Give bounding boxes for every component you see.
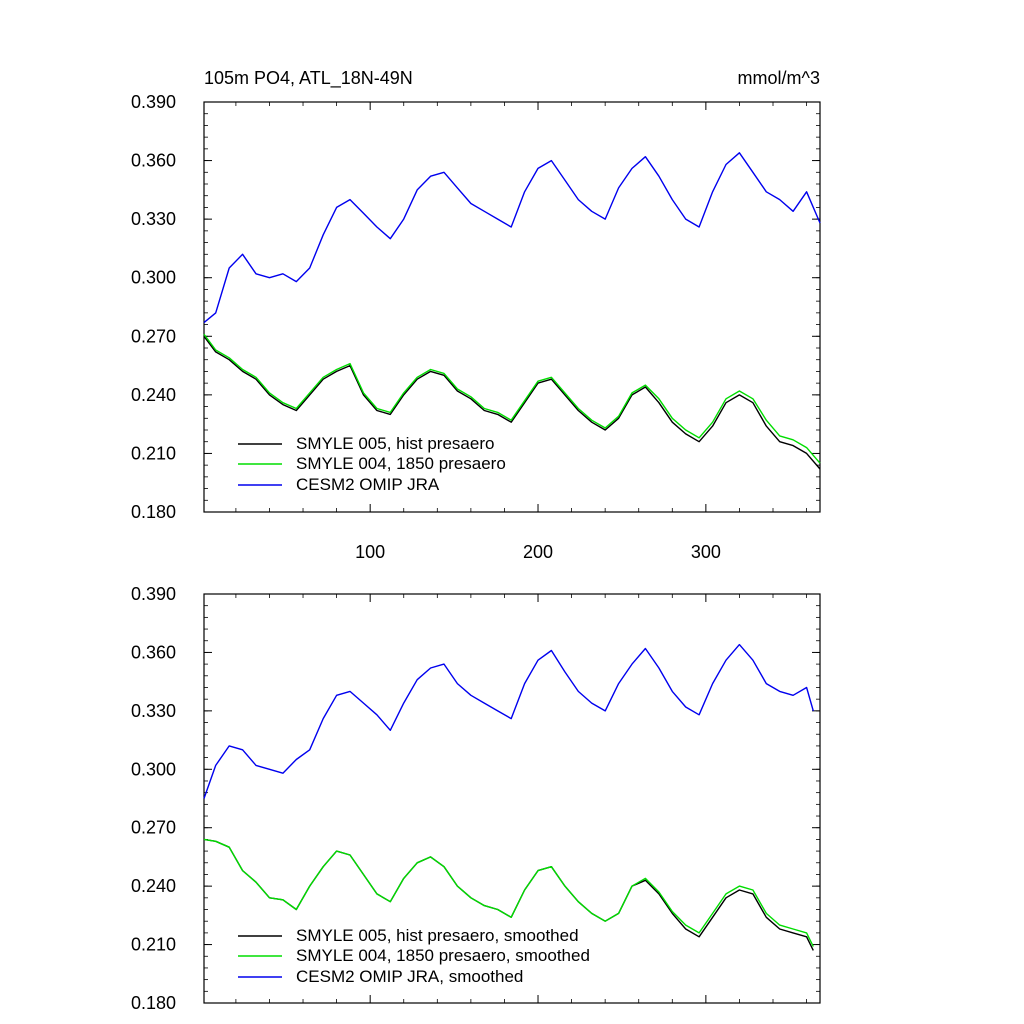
- panel1-xtick-label: 300: [691, 542, 721, 562]
- panel1-ytick-label: 0.270: [131, 326, 176, 346]
- panel1-frame: [203, 101, 821, 513]
- panel2-series-line: [203, 838, 814, 947]
- panel1-series-line: [203, 333, 821, 464]
- panel1-title: 105m PO4, ATL_18N-49N: [204, 68, 413, 89]
- panel1-ytick-label: 0.390: [131, 92, 176, 112]
- panel1-ytick-label: 0.330: [131, 209, 176, 229]
- panel2-ytick-label: 0.180: [131, 993, 176, 1013]
- panel2-ytick-label: 0.360: [131, 642, 176, 662]
- panel1-ytick-label: 0.180: [131, 502, 176, 522]
- panel1-legend-label: CESM2 OMIP JRA: [296, 475, 440, 494]
- panel1-legend-label: SMYLE 004, 1850 presaero: [296, 454, 506, 473]
- panel2-ytick-label: 0.390: [131, 584, 176, 604]
- panel1-series-line: [203, 152, 821, 324]
- panel2-ytick-label: 0.240: [131, 876, 176, 896]
- panel2-legend-label: CESM2 OMIP JRA, smoothed: [296, 967, 523, 986]
- panel2-series-line: [203, 643, 814, 799]
- panel1-series-line: [203, 335, 821, 470]
- panel1-ytick-label: 0.210: [131, 443, 176, 463]
- panel2-legend-label: SMYLE 005, hist presaero, smoothed: [296, 926, 579, 945]
- panel2-ytick-label: 0.300: [131, 759, 176, 779]
- panel1-xtick-label: 200: [523, 542, 553, 562]
- panel1-ytick-label: 0.300: [131, 268, 176, 288]
- panel1-ytick-label: 0.240: [131, 385, 176, 405]
- panel1-legend-label: SMYLE 005, hist presaero: [296, 434, 494, 453]
- panel1-units: mmol/m^3: [738, 68, 820, 88]
- panel2-legend-label: SMYLE 004, 1850 presaero, smoothed: [296, 946, 590, 965]
- panel2-ytick-label: 0.210: [131, 935, 176, 955]
- panel2-ytick-label: 0.330: [131, 701, 176, 721]
- panel1-xtick-label: 100: [355, 542, 385, 562]
- panel1-ytick-label: 0.360: [131, 151, 176, 171]
- panel2-ytick-label: 0.270: [131, 818, 176, 838]
